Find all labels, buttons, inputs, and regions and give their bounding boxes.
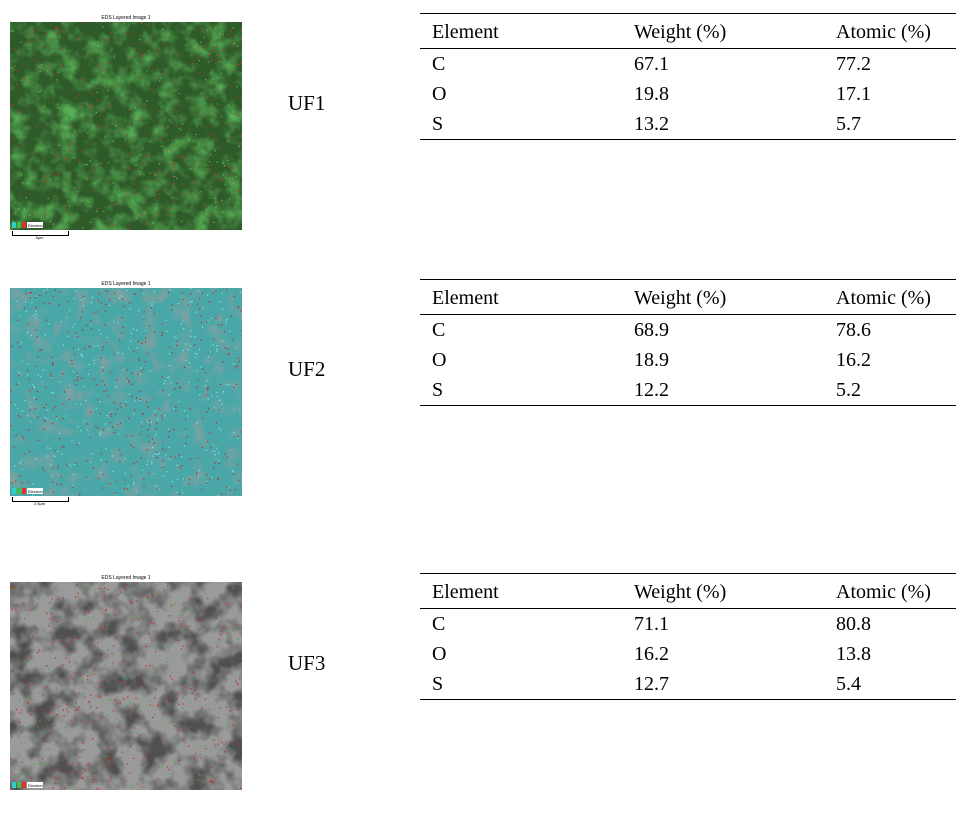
panel-label: UF3 xyxy=(288,651,325,676)
table-cell: 77.2 xyxy=(824,49,956,80)
table-cell: 78.6 xyxy=(824,315,956,346)
image-title: EDS Layered Image 1 xyxy=(10,575,242,581)
scale-label: 5μm xyxy=(12,235,67,240)
table-cell: 68.9 xyxy=(622,315,824,346)
table-cell: C xyxy=(420,315,622,346)
table-cell: 5.2 xyxy=(824,375,956,406)
table-cell: S xyxy=(420,109,622,140)
scale-label: 2.5μm xyxy=(12,501,67,506)
table-cell: S xyxy=(420,669,622,700)
table-cell: 13.8 xyxy=(824,639,956,669)
table-cell: 67.1 xyxy=(622,49,824,80)
header-cell: Atomic (%) xyxy=(824,280,956,315)
panel-label: UF2 xyxy=(288,357,325,382)
table-cell: 5.7 xyxy=(824,109,956,140)
page: EDS Layered Image 1 Electron 5μm UF1 Element… xyxy=(0,0,958,813)
table-cell: 13.2 xyxy=(622,109,824,140)
header-cell: Weight (%) xyxy=(622,574,824,609)
table-cell: C xyxy=(420,49,622,80)
eds-map: Electron xyxy=(10,22,242,230)
table-cell: 19.8 xyxy=(622,79,824,109)
eds-map: Electron xyxy=(10,582,242,790)
legend-label: Electron xyxy=(28,223,43,228)
eds-map: Electron xyxy=(10,288,242,496)
image-title: EDS Layered Image 1 xyxy=(10,281,242,287)
header-cell: Weight (%) xyxy=(622,280,824,315)
table-cell: 17.1 xyxy=(824,79,956,109)
table-cell: C xyxy=(420,609,622,640)
panel: EDS Layered Image 1 Electron 2.5μm UF2 Eleme… xyxy=(0,279,958,529)
header-cell: Element xyxy=(420,280,622,315)
table-cell: O xyxy=(420,639,622,669)
table-cell: O xyxy=(420,345,622,375)
panel-label: UF1 xyxy=(288,91,325,116)
table-cell: 5.4 xyxy=(824,669,956,700)
legend-label: Electron xyxy=(28,489,43,494)
table-cell: 71.1 xyxy=(622,609,824,640)
table-cell: O xyxy=(420,79,622,109)
table-cell: 16.2 xyxy=(622,639,824,669)
table-cell: 12.2 xyxy=(622,375,824,406)
header-cell: Element xyxy=(420,574,622,609)
header-cell: Atomic (%) xyxy=(824,574,956,609)
header-cell: Element xyxy=(420,14,622,49)
panel: EDS Layered Image 1 Electron 5μm UF1 Element… xyxy=(0,13,958,263)
table-cell: 80.8 xyxy=(824,609,956,640)
header-cell: Weight (%) xyxy=(622,14,824,49)
table-cell: 16.2 xyxy=(824,345,956,375)
table-cell: 18.9 xyxy=(622,345,824,375)
table-cell: 12.7 xyxy=(622,669,824,700)
table-cell: S xyxy=(420,375,622,406)
header-cell: Atomic (%) xyxy=(824,14,956,49)
legend-label: Electron xyxy=(28,783,43,788)
image-title: EDS Layered Image 1 xyxy=(10,15,242,21)
